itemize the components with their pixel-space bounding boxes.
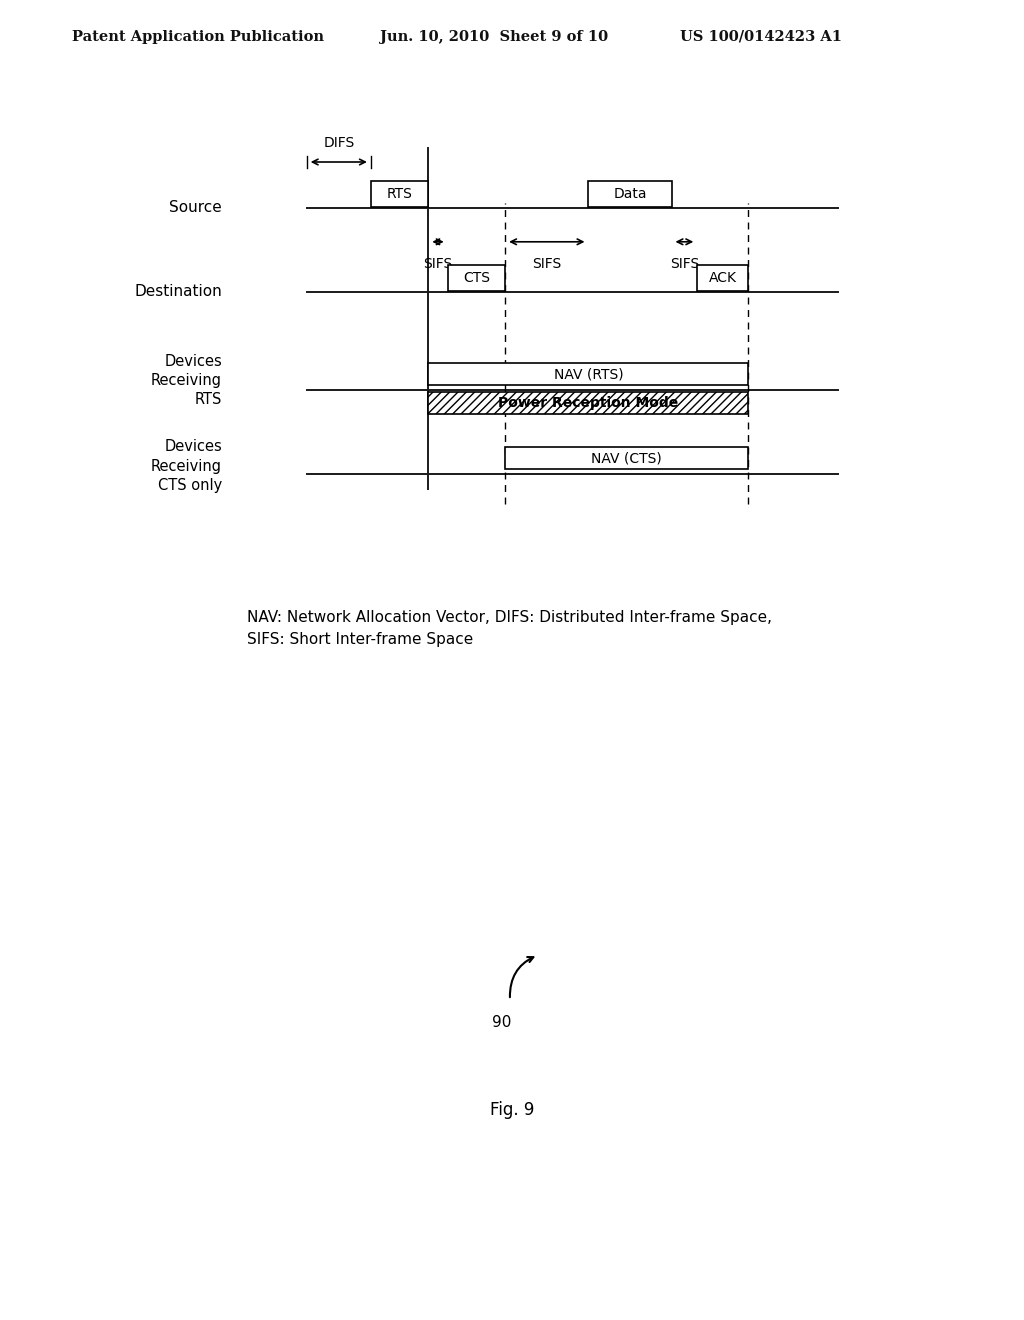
Text: SIFS: SIFS	[670, 257, 699, 271]
Bar	[697, 264, 749, 290]
Text: NAV: Network Allocation Vector, DIFS: Distributed Inter-frame Space,: NAV: Network Allocation Vector, DIFS: Di…	[247, 610, 772, 624]
Bar	[428, 392, 749, 414]
Text: Destination: Destination	[134, 284, 222, 300]
Text: SIFS: Short Inter-frame Space: SIFS: Short Inter-frame Space	[247, 632, 473, 647]
Text: US 100/0142423 A1: US 100/0142423 A1	[680, 30, 842, 44]
Text: CTS: CTS	[463, 271, 489, 285]
Text: 90: 90	[493, 1015, 512, 1030]
Text: ACK: ACK	[709, 271, 737, 285]
Text: NAV (CTS): NAV (CTS)	[592, 451, 663, 465]
Text: DIFS: DIFS	[324, 136, 354, 150]
Text: Fig. 9: Fig. 9	[489, 1101, 535, 1119]
Text: SIFS: SIFS	[532, 257, 561, 271]
Text: SIFS: SIFS	[423, 257, 453, 271]
Text: Devices
Receiving
CTS only: Devices Receiving CTS only	[151, 440, 222, 492]
Text: Source: Source	[169, 201, 222, 215]
Text: Jun. 10, 2010  Sheet 9 of 10: Jun. 10, 2010 Sheet 9 of 10	[380, 30, 608, 44]
Text: RTS: RTS	[387, 187, 413, 201]
Bar	[589, 181, 672, 207]
Text: NAV (RTS): NAV (RTS)	[554, 367, 624, 381]
Bar	[447, 264, 505, 290]
Bar	[371, 181, 428, 207]
Text: Patent Application Publication: Patent Application Publication	[72, 30, 324, 44]
Bar	[505, 447, 749, 469]
Bar	[428, 363, 749, 385]
Text: Power Reception Mode: Power Reception Mode	[499, 396, 679, 411]
Text: Data: Data	[613, 187, 647, 201]
Text: Devices
Receiving
RTS: Devices Receiving RTS	[151, 354, 222, 407]
